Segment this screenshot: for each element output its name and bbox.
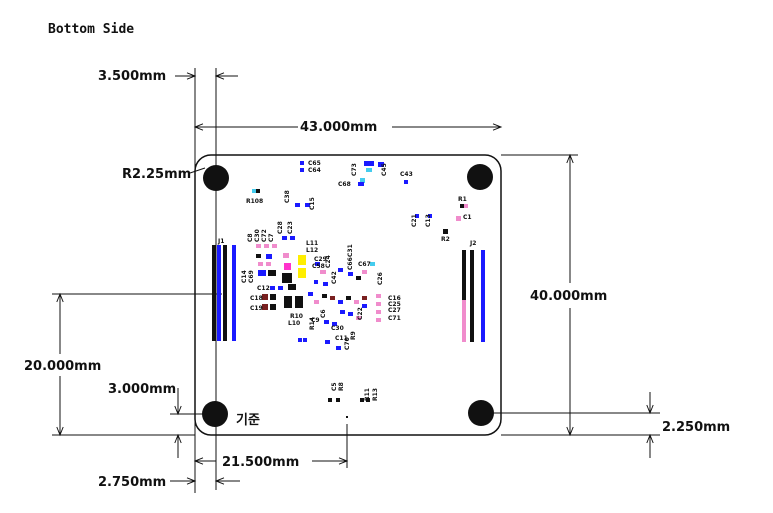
mounting-hole-bottom-right (468, 400, 494, 426)
component-pads (252, 161, 468, 418)
dim-center-x: 21.500mm (222, 455, 299, 470)
connector-j2 (462, 250, 485, 342)
component-label: C71 (388, 315, 401, 322)
component-label: C14 (241, 270, 248, 283)
dim-hole-offset-bottom: 2.250mm (662, 420, 730, 435)
component-label: C19 (250, 305, 263, 312)
dim-hole-offset-y: 3.000mm (108, 382, 176, 397)
component-label: C73 (351, 163, 358, 176)
component-label: C58 (312, 263, 325, 270)
component-label: C1 (463, 214, 472, 221)
dim-corner-radius: R2.25mm (122, 167, 191, 182)
component-label: C23 (287, 221, 294, 234)
component-label: C42 (331, 271, 338, 284)
component-label: C25 (388, 301, 401, 308)
connector-j1 (212, 245, 236, 341)
component-label: R13 (372, 388, 379, 401)
dim-board-width: 43.000mm (300, 120, 377, 135)
component-label: C45 (381, 163, 388, 176)
component-label: C18 (250, 295, 263, 302)
component-label: C31 (347, 244, 354, 257)
component-label: L10 (288, 320, 300, 327)
component-label: C72 (261, 229, 268, 242)
component-label: R9 (350, 331, 357, 340)
component-label: C24 (325, 255, 332, 268)
connector-j2-label: J2 (469, 240, 476, 247)
component-label: R2 (441, 236, 450, 243)
component-label: C30 (331, 325, 344, 332)
connector-j1-label: J1 (217, 238, 224, 245)
component-label: C66 (347, 257, 354, 270)
component-label: L12 (306, 247, 318, 254)
drawing-title: Bottom Side (48, 22, 134, 37)
component-label: R8 (338, 382, 345, 391)
component-label: C8 (247, 233, 254, 242)
component-label: C26 (377, 272, 384, 285)
component-label: C69 (248, 270, 255, 283)
component-label: R11 (364, 388, 371, 401)
component-label: C67 (358, 261, 371, 268)
component-label: C28 (277, 221, 284, 234)
component-label: C13 (425, 214, 432, 227)
dim-radius-leader (189, 167, 206, 174)
component-label: R1 (458, 196, 467, 203)
component-label: C27 (388, 307, 401, 314)
dim-connector-height: 20.000mm (24, 359, 101, 374)
component-label: C16 (388, 295, 401, 302)
component-label: C38 (284, 190, 291, 203)
component-label: C7 (268, 233, 275, 242)
component-label: C11 (335, 335, 348, 342)
component-label: C64 (308, 167, 321, 174)
component-label: C30 (254, 229, 261, 242)
dim-hole-offset-x: 2.750mm (98, 475, 166, 490)
component-label: R14 (309, 317, 316, 330)
component-label: R10 (290, 313, 303, 320)
component-label: C9 (311, 317, 320, 324)
dim-board-height: 40.000mm (530, 289, 607, 304)
component-label: C6 (320, 309, 327, 318)
dim-left-offset: 3.500mm (98, 69, 166, 84)
component-label: C21 (411, 214, 418, 227)
component-label: C5 (331, 382, 338, 391)
board-outline (194, 154, 502, 436)
component-label: C68 (338, 181, 351, 188)
component-label: C70 (344, 337, 351, 350)
component-label: C15 (309, 197, 316, 210)
component-label: C65 (308, 160, 321, 167)
component-label: C43 (400, 171, 413, 178)
component-label: C12 (257, 285, 270, 292)
component-label: L11 (306, 240, 318, 247)
reference-label: 기준 (236, 413, 260, 428)
component-label: C22 (357, 307, 364, 320)
component-label: R12 (0, 0, 13, 2)
mounting-hole-top-right (467, 164, 493, 190)
component-label: R108 (246, 198, 263, 205)
component-label: C29 (314, 256, 327, 263)
